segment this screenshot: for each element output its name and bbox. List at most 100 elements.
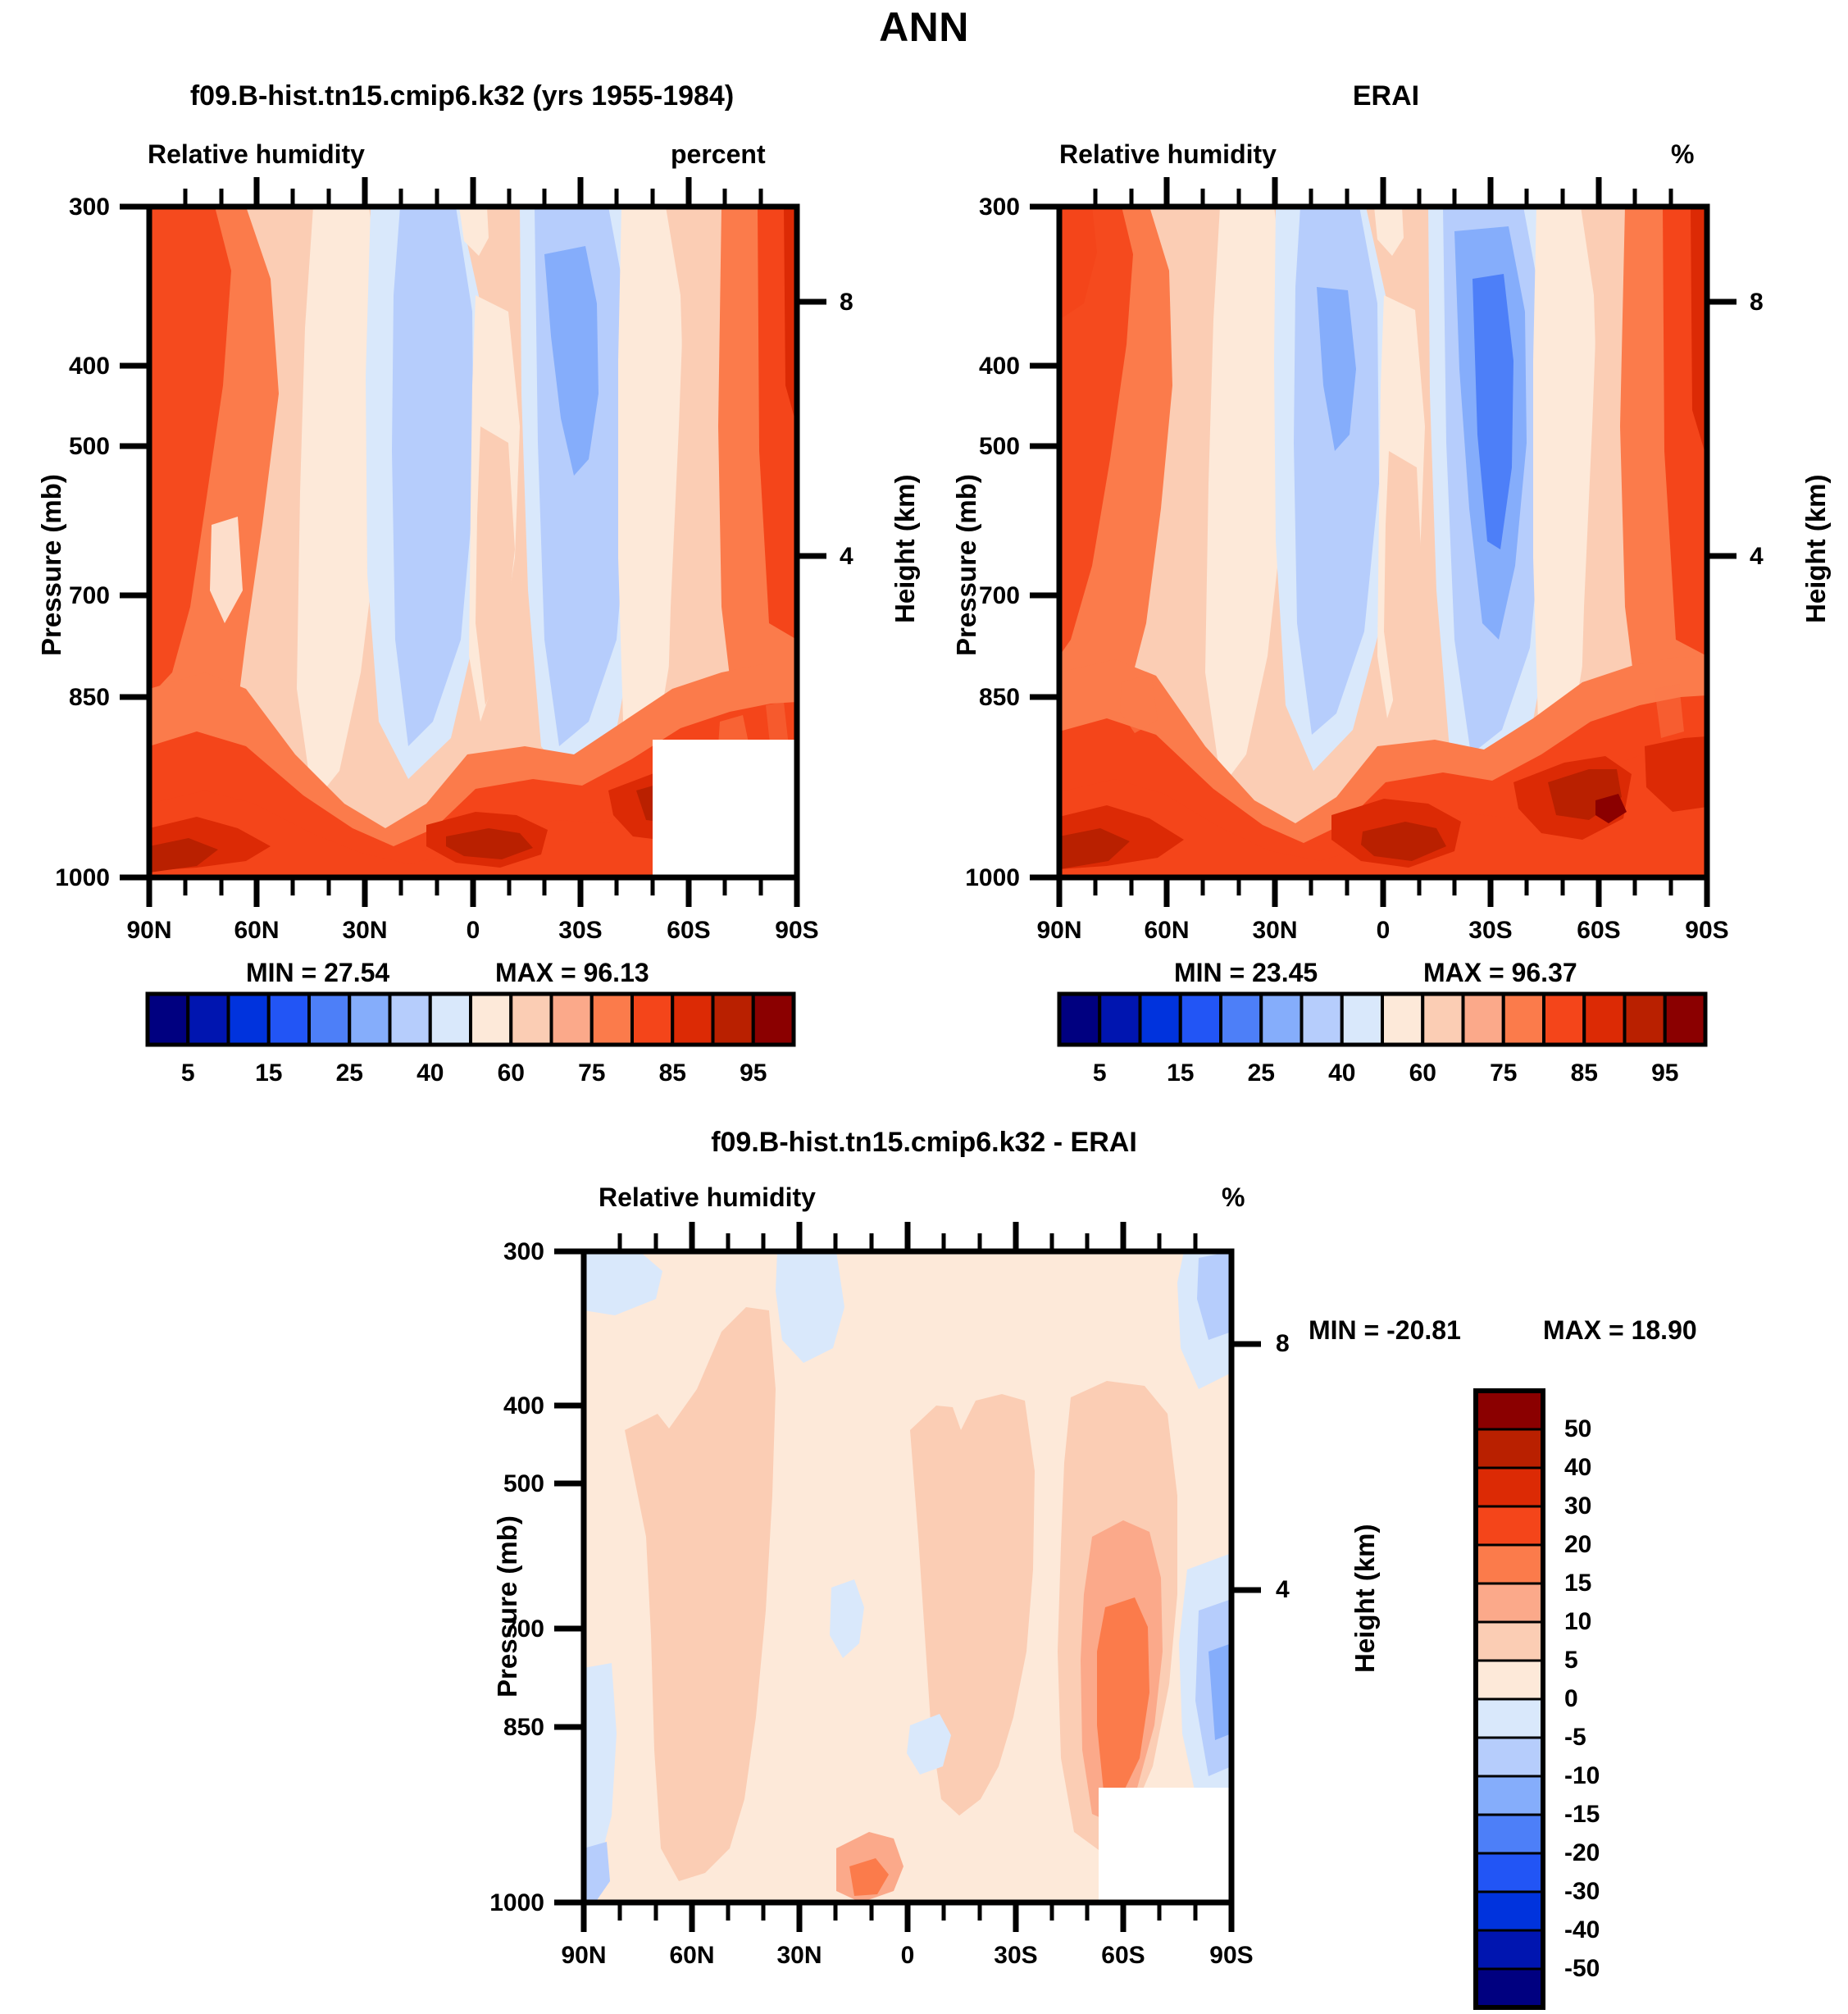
colorbar-swatch bbox=[1474, 1543, 1545, 1585]
minmax-diff-max: MAX = 18.90 bbox=[1543, 1315, 1697, 1345]
y-tick-label: 1000 bbox=[965, 864, 1020, 891]
colorbar-swatch bbox=[1663, 992, 1707, 1046]
colorbar-tick-label: 5 bbox=[180, 1059, 195, 1087]
colorbar-obs[interactable] bbox=[1057, 991, 1715, 1050]
minmax-obs-max: MAX = 96.37 bbox=[1423, 958, 1577, 987]
y-tick-label: 500 bbox=[68, 433, 110, 460]
panel-title-diff: f09.B-hist.tn15.cmip6.k32 - ERAI bbox=[711, 1127, 1137, 1158]
colorbar-swatch bbox=[1474, 1890, 1545, 1932]
x-tick-label: 0 bbox=[1376, 917, 1391, 944]
x-tick-label: 60S bbox=[1577, 917, 1621, 944]
colorbar-swatch bbox=[549, 992, 594, 1046]
y-tick-label: 400 bbox=[68, 353, 110, 380]
x-tick-label: 60N bbox=[1144, 917, 1190, 944]
colorbar-swatch bbox=[1474, 1697, 1545, 1739]
colorbar-tick-label: 75 bbox=[578, 1059, 606, 1087]
colorbar-swatch bbox=[1474, 1659, 1545, 1701]
y2-tick-label: 8 bbox=[840, 289, 853, 316]
colorbar-swatch bbox=[428, 992, 472, 1046]
colorbar-swatch bbox=[509, 992, 553, 1046]
colorbar-swatch bbox=[186, 992, 230, 1046]
colorbar-tick-label: 25 bbox=[335, 1059, 363, 1087]
x-tick-label: 30S bbox=[558, 917, 603, 944]
y2-tick-label: 8 bbox=[1750, 289, 1764, 316]
y-tick-label: 1000 bbox=[489, 1889, 544, 1916]
colorbar-tick-label: 5 bbox=[1564, 1647, 1578, 1674]
x-tick-label: 90N bbox=[561, 1942, 607, 1969]
y-tick-label: 400 bbox=[978, 353, 1020, 380]
x-tick-label: 90N bbox=[1036, 917, 1082, 944]
colorbar-swatch bbox=[266, 992, 311, 1046]
colorbar-tick-label: 40 bbox=[416, 1059, 444, 1087]
minmax-diff-min: MIN = -20.81 bbox=[1309, 1315, 1461, 1345]
colorbar-swatch bbox=[711, 992, 755, 1046]
colorbar-swatch bbox=[1582, 992, 1627, 1046]
colorbar-swatch bbox=[469, 992, 513, 1046]
y-tick-label: 300 bbox=[68, 194, 110, 221]
unit-label-diff: % bbox=[1222, 1182, 1245, 1212]
y-tick-label: 1000 bbox=[55, 864, 110, 891]
colorbar-swatch bbox=[671, 992, 715, 1046]
colorbar-model[interactable] bbox=[145, 991, 803, 1050]
y-tick-label: 500 bbox=[503, 1470, 544, 1497]
colorbar-tick-label: 25 bbox=[1247, 1059, 1275, 1087]
colorbar-swatch bbox=[1474, 1389, 1545, 1431]
y2-tick-label: 8 bbox=[1276, 1330, 1290, 1357]
colorbar-tick-label: -10 bbox=[1564, 1762, 1600, 1789]
colorbar-swatch bbox=[1474, 1582, 1545, 1624]
x-tick-label: 90S bbox=[775, 917, 819, 944]
colorbar-swatch bbox=[1474, 1620, 1545, 1662]
colorbar-tick-label: 30 bbox=[1564, 1492, 1592, 1520]
colorbar-swatch bbox=[1474, 1736, 1545, 1778]
colorbar-swatch bbox=[751, 992, 795, 1046]
y-tick-label: 850 bbox=[68, 684, 110, 711]
colorbar-tick-label: 75 bbox=[1490, 1059, 1518, 1087]
x-tick-label: 30S bbox=[1468, 917, 1513, 944]
y-tick-label: 700 bbox=[978, 582, 1020, 609]
colorbar-tick-label: -40 bbox=[1564, 1916, 1600, 1943]
y-axis-ticks-diff bbox=[554, 1248, 584, 1906]
colorbar-swatch bbox=[226, 992, 271, 1046]
colorbar-swatch bbox=[1474, 1466, 1545, 1508]
y-tick-label: 700 bbox=[503, 1615, 544, 1643]
y-tick-label: 850 bbox=[978, 684, 1020, 711]
colorbar-tick-label: 20 bbox=[1564, 1531, 1592, 1558]
colorbar-tick-label: -5 bbox=[1564, 1724, 1586, 1751]
colorbar-swatch bbox=[1138, 992, 1182, 1046]
x-tick-label: 60S bbox=[1101, 1942, 1145, 1969]
colorbar-tick-label: 40 bbox=[1564, 1454, 1592, 1481]
colorbar-swatch bbox=[1474, 1428, 1545, 1469]
x-tick-label: 30S bbox=[994, 1942, 1038, 1969]
y2-axis-ticks-diff bbox=[1231, 1341, 1261, 1593]
colorbar-swatch bbox=[1178, 992, 1222, 1046]
x-tick-label: 60N bbox=[669, 1942, 715, 1969]
minmax-model-min: MIN = 27.54 bbox=[246, 958, 390, 987]
colorbar-swatch bbox=[1474, 1813, 1545, 1855]
x-tick-label: 90S bbox=[1685, 917, 1729, 944]
y-axis-ticks-obs bbox=[1030, 203, 1059, 881]
variable-label-model: Relative humidity bbox=[148, 139, 365, 169]
colorbar-swatch bbox=[1474, 1967, 1545, 2009]
colorbar-swatch bbox=[1461, 992, 1505, 1046]
colorbar-swatch bbox=[1474, 1929, 1545, 1971]
x-tick-label: 60N bbox=[234, 917, 280, 944]
colorbar-diff[interactable] bbox=[1473, 1388, 1574, 2014]
colorbar-tick-label: -15 bbox=[1564, 1801, 1600, 1828]
colorbar-swatch bbox=[630, 992, 675, 1046]
colorbar-swatch bbox=[1300, 992, 1344, 1046]
colorbar-tick-label: 95 bbox=[740, 1059, 767, 1087]
colorbar-swatch bbox=[1340, 992, 1384, 1046]
colorbar-tick-label: 95 bbox=[1651, 1059, 1679, 1087]
x-tick-label: 90N bbox=[126, 917, 172, 944]
panel-title-model: f09.B-hist.tn15.cmip6.k32 (yrs 1955-1984… bbox=[189, 80, 735, 112]
variable-label-obs: Relative humidity bbox=[1059, 139, 1277, 169]
colorbar-tick-label: 10 bbox=[1564, 1608, 1592, 1635]
y-tick-label: 700 bbox=[68, 582, 110, 609]
x-axis-ticks-obs bbox=[1056, 877, 1710, 907]
x-tick-label: 0 bbox=[466, 917, 480, 944]
colorbar-swatch bbox=[146, 992, 190, 1046]
colorbar-tick-label: 85 bbox=[1570, 1059, 1598, 1087]
colorbar-tick-label: -50 bbox=[1564, 1955, 1600, 1982]
colorbar-swatch bbox=[1623, 992, 1667, 1046]
plot-model bbox=[120, 177, 826, 907]
